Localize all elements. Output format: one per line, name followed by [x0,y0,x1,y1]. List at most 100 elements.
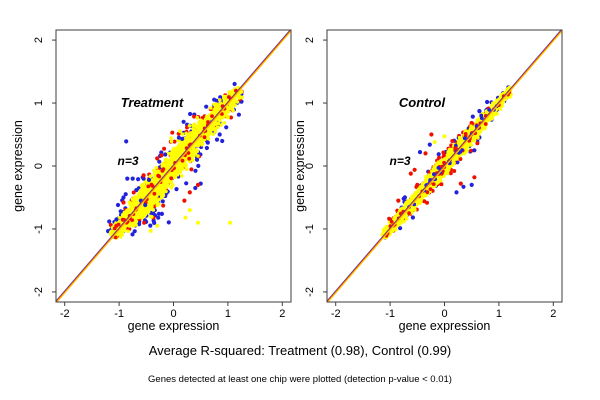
data-point [161,203,166,208]
data-point [187,124,192,128]
data-point [166,183,170,188]
data-point [476,136,480,140]
data-point [131,224,136,228]
data-point [485,99,490,105]
data-point [456,141,461,145]
data-point [404,204,408,208]
data-point [469,148,474,153]
data-point [191,123,195,128]
data-point [387,216,392,221]
data-point [445,153,450,157]
data-point [142,211,147,215]
data-point [140,205,145,209]
data-point [202,135,207,140]
data-point [146,184,151,189]
data-point [185,136,189,140]
outlier-point [121,195,126,200]
data-point [413,191,418,195]
outlier-point [193,185,198,191]
data-point [192,128,196,132]
data-point [483,126,487,131]
data-point [229,115,233,120]
data-point [133,195,137,199]
data-point [198,121,203,125]
data-point [232,81,237,87]
data-point [156,211,161,216]
data-point [166,174,171,178]
data-point [220,138,225,144]
data-point [197,141,201,145]
y-tick-label: -2 [304,287,316,297]
outlier-point [121,200,126,205]
data-point [233,103,237,108]
n-annotation: n=3 [117,154,138,168]
identity-line-stripe [327,30,562,302]
data-point [212,97,217,102]
data-point [138,207,142,211]
outlier-point [396,198,401,203]
data-point [139,184,144,188]
data-point [206,132,210,136]
outlier-point [412,167,417,172]
outlier-point [423,151,428,156]
data-point [140,191,145,195]
data-point [126,229,130,234]
data-point [149,182,154,187]
panel-control: gene expression gene expression Control … [293,29,563,333]
x-axis-label: gene expression [399,319,491,333]
data-point [236,112,241,117]
outlier-point [141,176,146,181]
data-point [230,103,235,108]
data-point [137,211,141,216]
data-point [457,135,462,140]
data-point [407,199,411,203]
caption-note: Genes detected at least one chip were pl… [148,374,452,385]
data-point [141,214,146,218]
data-point [145,206,150,211]
outlier-point [182,198,187,203]
data-point [189,167,194,172]
x-tick-label: 2 [550,308,556,320]
data-point [134,188,139,193]
data-point [194,157,200,162]
data-point [163,152,168,157]
data-point [222,99,227,103]
data-point [169,136,173,140]
data-point [236,93,241,98]
data-point [204,104,209,109]
x-tick-label: 1 [225,308,231,320]
identity-line-stripe [56,30,291,302]
data-point [172,139,177,144]
data-point [193,151,198,156]
data-point [170,150,175,154]
data-point [183,164,187,168]
data-point [184,181,189,186]
data-point [129,222,133,226]
outlier-point [472,175,477,180]
outlier-point [148,228,153,233]
data-point [169,156,173,161]
data-point [458,150,463,154]
outlier-point [454,190,459,195]
data-point [213,129,218,134]
data-point [128,207,133,211]
data-point [166,159,171,163]
panel-title-treatment: Treatment [121,95,184,110]
data-point [445,169,450,173]
data-point [437,155,441,160]
data-point [107,219,112,224]
data-point [193,168,198,173]
data-point [132,199,136,203]
data-point [206,137,211,141]
data-point [118,232,123,237]
x-tick-label: 1 [496,308,502,320]
data-point [210,127,215,132]
data-point [152,168,156,173]
y-tick-label: 1 [33,100,45,106]
data-point [441,150,446,155]
outlier-point [453,146,458,151]
x-axis-label: gene expression [128,319,220,333]
data-point [180,174,184,178]
data-point [134,223,138,227]
data-point [219,123,223,127]
